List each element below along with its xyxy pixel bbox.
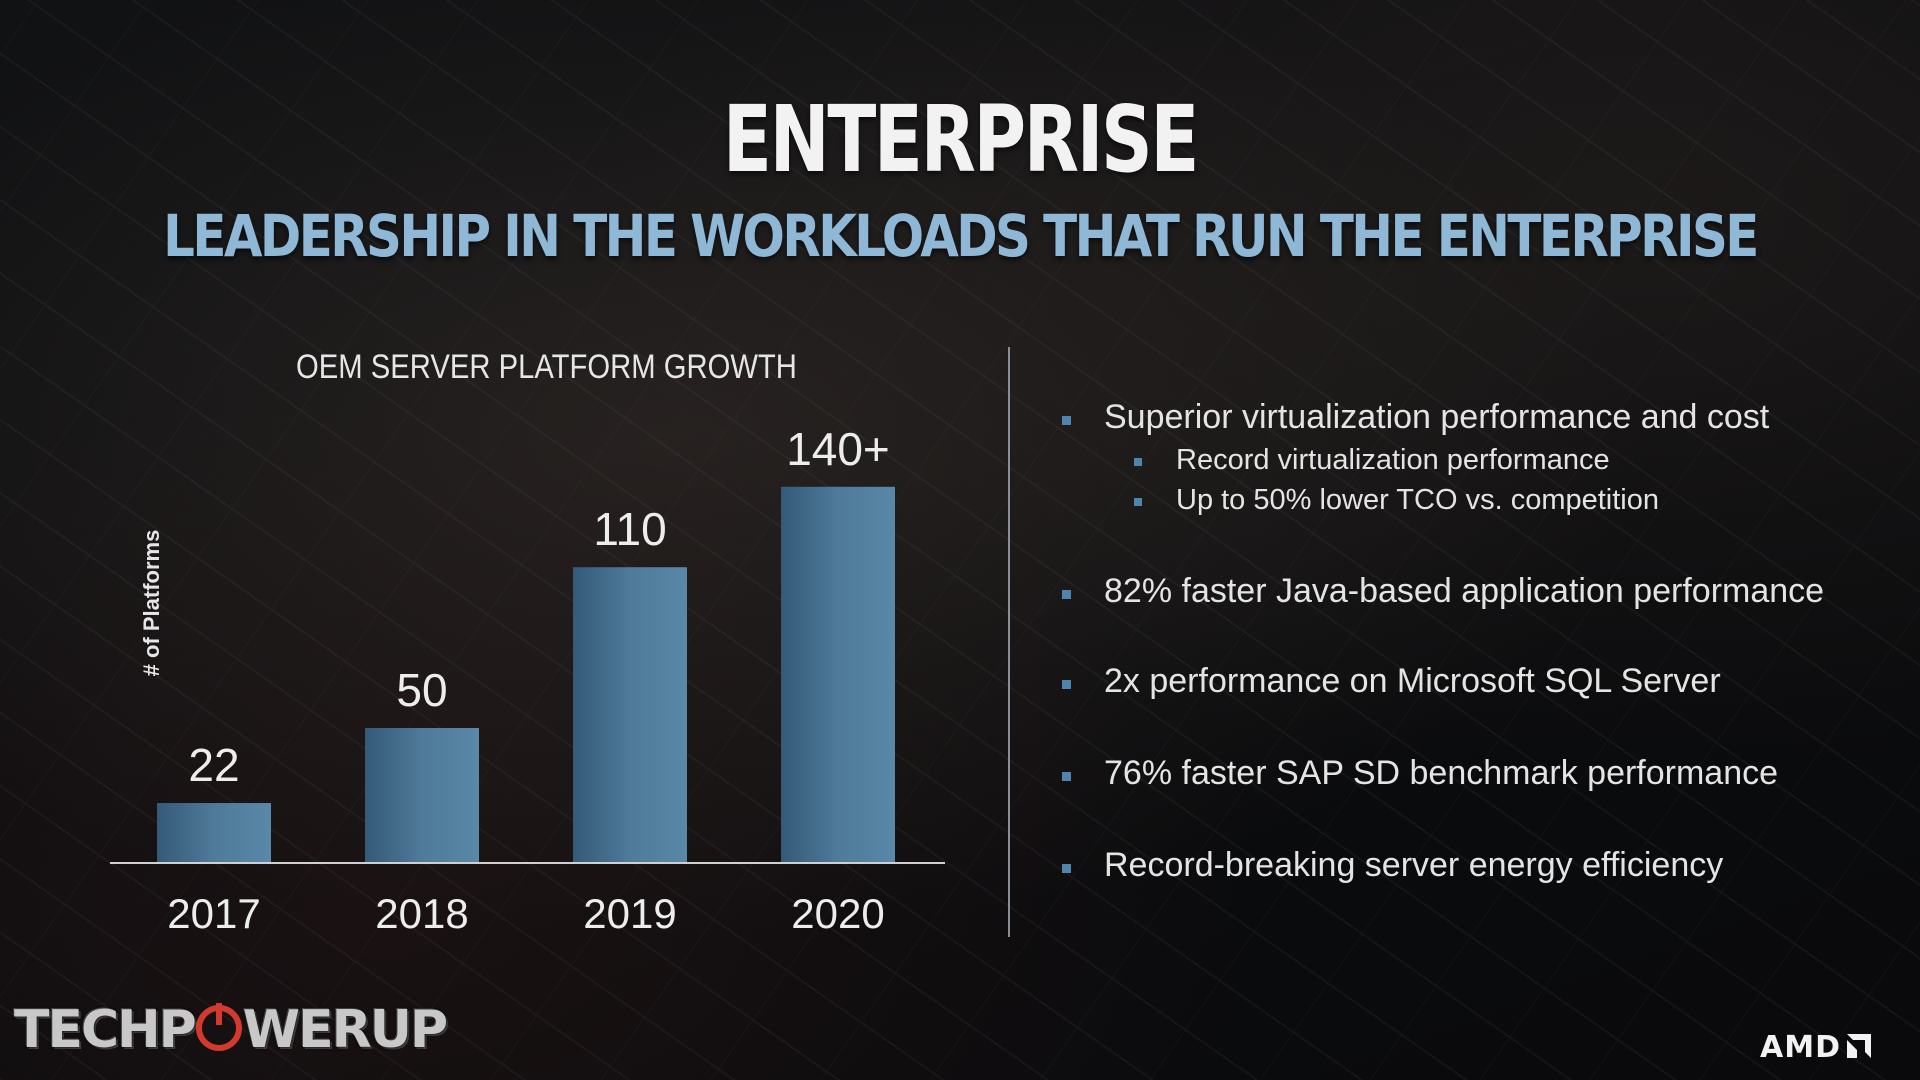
x-tick-label-2019: 2019 <box>583 890 676 937</box>
chart-title: OEM SERVER PLATFORM GROWTH <box>296 348 797 386</box>
bullet-marker-icon <box>1062 590 1071 599</box>
slide-title: ENTERPRISE <box>722 86 1199 193</box>
data-label-2018: 50 <box>396 664 447 716</box>
bullet-text: Superior virtualization performance and … <box>1104 398 1770 436</box>
bar-2017 <box>157 803 271 862</box>
data-label-2017: 22 <box>188 739 239 791</box>
power-icon <box>195 1003 242 1051</box>
amd-arrow-icon <box>1847 1034 1871 1058</box>
bar-2019 <box>573 567 687 862</box>
bullet-marker-icon <box>1062 772 1071 781</box>
bullet-text: Record-breaking server energy efficiency <box>1104 846 1724 884</box>
bar-chart: 22 2017 50 2018 110 2019 140+ 2020 <box>110 423 945 937</box>
techpowerup-watermark: TECHP WERUP <box>14 1000 448 1060</box>
data-label-2019: 110 <box>593 503 666 555</box>
x-tick-label-2020: 2020 <box>791 890 884 937</box>
data-label-2020: 140+ <box>786 423 890 475</box>
bullet-marker-icon <box>1062 680 1071 689</box>
sub-bullet-text: Up to 50% lower TCO vs. competition <box>1176 484 1659 516</box>
bullet-text: 82% faster Java-based application perfor… <box>1104 572 1825 610</box>
bullet-text: 76% faster SAP SD benchmark performance <box>1104 754 1779 792</box>
bullet-text: 2x performance on Microsoft SQL Server <box>1104 662 1721 700</box>
sub-bullet-text: Record virtualization performance <box>1176 444 1610 476</box>
vertical-divider <box>1008 347 1010 937</box>
bullet-marker-icon <box>1062 416 1071 425</box>
bullet-marker-icon <box>1062 864 1071 873</box>
sub-bullet-marker-icon <box>1134 458 1142 466</box>
bar-2018 <box>365 728 479 862</box>
slide-subtitle: LEADERSHIP IN THE WORKLOADS THAT RUN THE… <box>163 202 1759 270</box>
amd-logo: AMD <box>1760 1030 1841 1065</box>
bar-2020 <box>781 486 895 862</box>
x-tick-label-2018: 2018 <box>375 890 468 937</box>
sub-bullet-marker-icon <box>1134 498 1142 506</box>
x-tick-label-2017: 2017 <box>167 890 260 937</box>
